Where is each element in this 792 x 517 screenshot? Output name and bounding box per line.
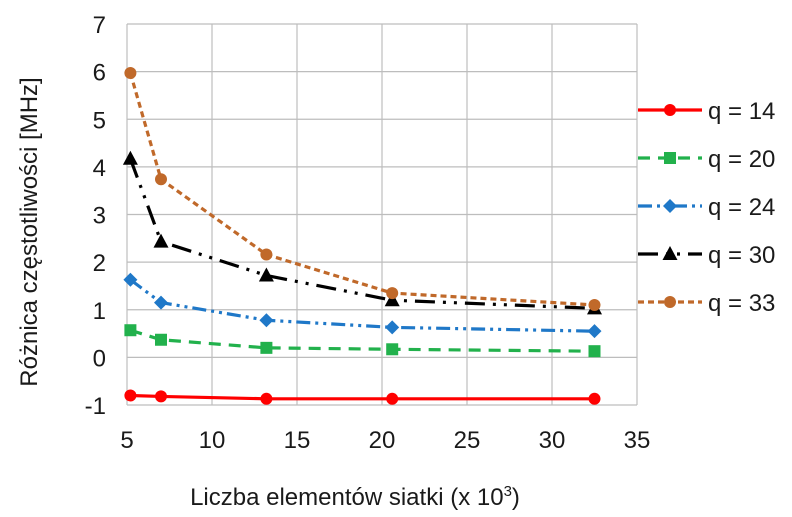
- series-line: [128, 158, 595, 310]
- x-axis-title-suffix: ): [512, 484, 520, 511]
- grid: [126, 23, 638, 406]
- data-point: [588, 298, 601, 311]
- series-3: [123, 272, 602, 339]
- data-point: [587, 324, 602, 339]
- legend: q = 14 q = 20 q = 24 q = 30 q = 33: [638, 98, 775, 317]
- data-point: [122, 150, 138, 165]
- y-tick-label: 7: [93, 12, 106, 39]
- x-tick-label: 25: [454, 427, 481, 454]
- data-point: [155, 333, 167, 346]
- x-tick-label: 30: [539, 427, 566, 454]
- x-tick-labels: 5 10 15 20 25 30 35: [120, 427, 650, 454]
- y-tick-label: 3: [93, 203, 106, 230]
- y-tick-label: 2: [93, 250, 106, 277]
- legend-label: q = 14: [708, 98, 775, 125]
- series-line: [130, 393, 595, 401]
- data-point: [123, 272, 138, 287]
- legend-item-1: q = 14: [638, 98, 775, 125]
- y-axis-title: Różnica częstotliwości [MHz]: [16, 77, 43, 386]
- x-tick-label: 10: [199, 427, 226, 454]
- series-1: [124, 389, 601, 405]
- series-line: [128, 72, 595, 307]
- legend-marker: [664, 296, 676, 308]
- y-tick-label: -1: [85, 393, 106, 420]
- data-point: [384, 292, 400, 307]
- legend-label: q = 24: [708, 194, 775, 221]
- data-point: [153, 233, 169, 248]
- series-group: [122, 67, 602, 405]
- series-5: [124, 67, 601, 311]
- data-point: [154, 295, 168, 310]
- y-tick-label: 0: [93, 345, 106, 372]
- data-point: [588, 392, 601, 405]
- legend-marker: [662, 246, 678, 260]
- data-point: [155, 390, 167, 403]
- data-point: [124, 67, 137, 80]
- data-point: [258, 267, 274, 282]
- data-point: [124, 389, 137, 402]
- y-tick-labels: -1 0 1 2 3 4 5 6 7: [85, 12, 106, 420]
- legend-label: q = 20: [708, 146, 775, 173]
- y-tick-label: 1: [93, 298, 106, 325]
- legend-marker: [664, 152, 676, 164]
- legend-item-2: q = 20: [638, 146, 775, 173]
- x-axis-title-main: Liczba elementów siatki (x 10: [190, 484, 503, 511]
- x-tick-label: 20: [369, 427, 396, 454]
- x-axis-title: Liczba elementów siatki (x 103): [190, 483, 520, 511]
- data-point: [588, 345, 601, 358]
- legend-label: q = 30: [708, 242, 775, 269]
- y-tick-label: 6: [93, 60, 106, 87]
- legend-item-3: q = 24: [638, 194, 775, 221]
- legend-item-4: q = 30: [638, 242, 775, 269]
- x-axis-title-superscript: 3: [504, 483, 512, 500]
- data-point: [260, 341, 273, 354]
- data-point: [386, 287, 399, 300]
- x-tick-label: 15: [284, 427, 311, 454]
- y-tick-label: 5: [93, 107, 106, 134]
- data-point: [155, 173, 167, 186]
- legend-label: q = 33: [708, 290, 775, 317]
- data-point: [386, 343, 399, 356]
- x-tick-label: 35: [624, 427, 651, 454]
- legend-marker: [663, 199, 677, 213]
- data-point: [385, 320, 400, 335]
- data-point: [124, 324, 137, 337]
- data-point: [386, 392, 399, 405]
- legend-item-5: q = 33: [638, 290, 775, 317]
- data-point: [259, 313, 274, 328]
- data-point: [260, 392, 273, 405]
- series-2: [124, 324, 601, 358]
- legend-marker: [664, 104, 676, 116]
- series-4: [122, 150, 602, 315]
- series-line: [129, 328, 595, 353]
- y-tick-label: 4: [93, 155, 106, 182]
- data-point: [260, 248, 273, 261]
- x-tick-label: 5: [120, 427, 133, 454]
